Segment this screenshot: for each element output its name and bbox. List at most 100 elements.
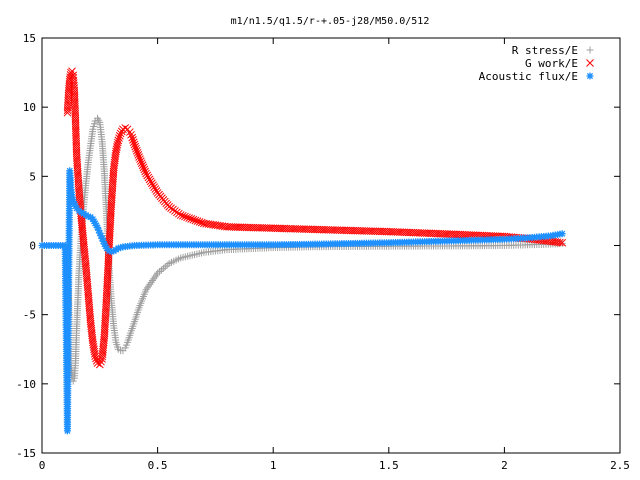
data-point bbox=[178, 211, 187, 220]
data-marks bbox=[38, 67, 567, 435]
data-point bbox=[558, 238, 567, 247]
data-point bbox=[96, 229, 104, 237]
data-point bbox=[197, 218, 206, 227]
series-2 bbox=[38, 167, 566, 435]
data-point bbox=[116, 129, 125, 138]
data-point bbox=[126, 128, 134, 136]
data-point bbox=[138, 161, 147, 170]
x-tick-label: 1.5 bbox=[379, 459, 399, 472]
data-point bbox=[144, 173, 153, 182]
data-point bbox=[137, 159, 146, 168]
data-point bbox=[117, 244, 125, 252]
data-point bbox=[132, 144, 140, 153]
data-point bbox=[107, 248, 115, 256]
legend-marker bbox=[586, 46, 594, 54]
data-point bbox=[152, 187, 161, 195]
data-point bbox=[131, 142, 140, 151]
data-point bbox=[129, 138, 138, 147]
data-point bbox=[90, 347, 99, 356]
y-tick-label: -15 bbox=[16, 447, 36, 460]
data-point bbox=[90, 345, 98, 354]
data-point bbox=[90, 350, 99, 358]
data-point bbox=[143, 171, 152, 180]
x-tick-label: 0 bbox=[39, 459, 46, 472]
data-point bbox=[147, 179, 156, 188]
y-tick-label: 10 bbox=[23, 101, 36, 114]
legend-marker bbox=[586, 59, 594, 67]
data-point bbox=[134, 151, 143, 159]
data-point bbox=[93, 224, 101, 232]
data-point bbox=[191, 216, 200, 225]
data-point bbox=[89, 338, 97, 347]
data-point bbox=[69, 195, 77, 203]
x-tick-label: 1 bbox=[270, 459, 277, 472]
legend-label: Acoustic flux/E bbox=[479, 70, 578, 83]
data-point bbox=[185, 214, 193, 222]
data-point bbox=[77, 208, 85, 216]
data-point bbox=[136, 157, 145, 165]
y-tick-label: 15 bbox=[23, 32, 36, 45]
data-point bbox=[99, 237, 107, 245]
data-point bbox=[89, 343, 98, 351]
data-point bbox=[176, 211, 185, 219]
data-point bbox=[84, 212, 92, 220]
chart-title: m1/n1.5/q1.5/r-+.05-j28/M50.0/512 bbox=[231, 16, 430, 27]
data-point bbox=[92, 354, 100, 363]
series-1 bbox=[63, 67, 567, 369]
y-tick-label: -5 bbox=[23, 309, 36, 322]
data-point bbox=[129, 136, 137, 144]
data-point bbox=[558, 230, 566, 238]
data-point bbox=[114, 244, 122, 252]
data-point bbox=[115, 131, 124, 140]
data-point bbox=[136, 155, 144, 163]
data-point bbox=[130, 140, 139, 149]
data-point bbox=[142, 169, 150, 178]
data-point bbox=[82, 211, 90, 219]
y-tick-label: 5 bbox=[29, 170, 36, 183]
data-point bbox=[181, 212, 189, 221]
data-point bbox=[70, 198, 78, 206]
data-point bbox=[187, 214, 196, 223]
y-tick-label: 0 bbox=[29, 240, 36, 253]
data-point bbox=[114, 136, 123, 145]
data-point bbox=[113, 138, 122, 147]
data-point bbox=[141, 167, 150, 176]
data-point bbox=[97, 357, 105, 366]
data-point bbox=[105, 247, 113, 255]
data-point bbox=[132, 146, 141, 155]
data-point bbox=[128, 133, 137, 142]
x-tick-label: 2.5 bbox=[610, 459, 630, 472]
legend-marker bbox=[586, 72, 594, 80]
x-tick-label: 0.5 bbox=[148, 459, 168, 472]
data-point bbox=[189, 215, 198, 224]
data-point bbox=[140, 165, 149, 174]
data-point bbox=[150, 183, 158, 191]
data-point bbox=[146, 177, 155, 186]
data-point bbox=[127, 130, 135, 139]
data-point bbox=[68, 193, 76, 201]
data-point bbox=[139, 163, 148, 172]
legend-label: G work/E bbox=[525, 57, 578, 70]
data-point bbox=[97, 232, 105, 240]
data-point bbox=[98, 235, 106, 243]
data-point bbox=[112, 246, 120, 254]
data-point bbox=[556, 238, 564, 247]
data-point bbox=[149, 181, 157, 190]
x-tick-label: 2 bbox=[501, 459, 508, 472]
data-point bbox=[80, 210, 88, 218]
data-point bbox=[135, 153, 143, 161]
data-point bbox=[145, 175, 154, 184]
data-point bbox=[75, 207, 83, 215]
data-point bbox=[183, 213, 191, 222]
data-point bbox=[95, 360, 104, 369]
data-point bbox=[193, 217, 202, 225]
data-point bbox=[95, 226, 103, 234]
y-tick-label: -10 bbox=[16, 378, 36, 391]
data-point bbox=[89, 340, 98, 349]
axes: 0 0.5 1 1.5 2 2.5 15 10 5 0 -5 -10 -15 bbox=[16, 32, 630, 472]
data-point bbox=[195, 218, 204, 226]
data-point bbox=[133, 148, 142, 157]
legend-label: R stress/E bbox=[512, 44, 578, 57]
